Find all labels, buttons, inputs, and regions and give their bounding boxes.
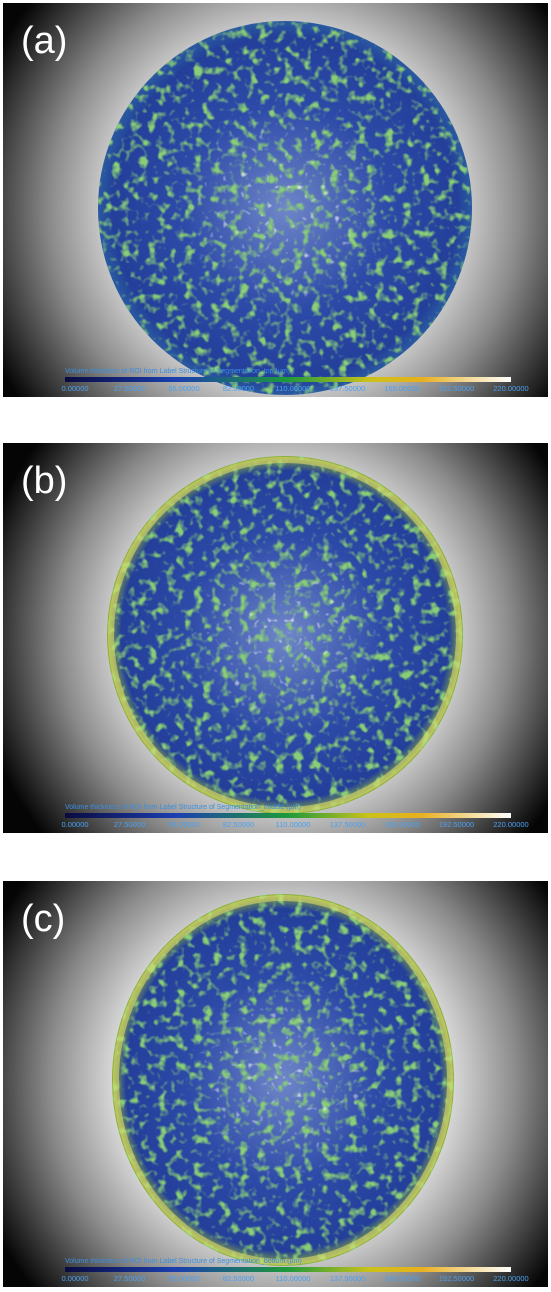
- colorbar-tick-label: 192.50000: [439, 820, 474, 829]
- thickness-highlights: [180, 968, 385, 1191]
- colorbar-tick-label: 0.00000: [61, 820, 88, 829]
- colorbar-tick-label: 220.00000: [493, 1274, 528, 1283]
- colorbar: [65, 813, 511, 818]
- panel: (c) Volume thickness of ROI from Label St…: [3, 881, 548, 1287]
- colorbar-tick-label: 82.50000: [223, 384, 254, 393]
- panel-label: (a): [21, 20, 67, 62]
- colorbar-tick-label: 220.00000: [493, 820, 528, 829]
- colorbar-tick-label: 27.50000: [114, 820, 145, 829]
- colorbar-tick-label: 0.00000: [61, 1274, 88, 1283]
- colorbar-title: Volume thickness of ROI from Label Struc…: [65, 1258, 302, 1265]
- colorbar-tick-label: 192.50000: [439, 384, 474, 393]
- colorbar-tick-label: 110.00000: [276, 1274, 311, 1283]
- colorbar: [65, 377, 511, 382]
- colorbar: [65, 1267, 511, 1272]
- colorbar-tick-label: 137.50000: [330, 1274, 365, 1283]
- colorbar-title: Volume thickness of ROI from Label Struc…: [65, 368, 290, 375]
- colorbar-tick-label: 165.00000: [384, 820, 419, 829]
- colorbar-tick-label: 55.00000: [168, 384, 199, 393]
- panel: (b) Volume thickness of ROI from Label St…: [3, 443, 548, 833]
- colorbar-tick-label: 137.50000: [330, 384, 365, 393]
- colorbar-tick-label: 82.50000: [223, 820, 254, 829]
- thickness-highlights: [173, 96, 397, 320]
- colorbar-tick-label: 55.00000: [168, 1274, 199, 1283]
- page: (a) Volume thickness of ROI from Label St…: [0, 0, 551, 1292]
- thickness-highlights: [178, 528, 392, 743]
- colorbar-tick-label: 165.00000: [384, 384, 419, 393]
- panel: (a) Volume thickness of ROI from Label St…: [3, 3, 548, 397]
- colorbar-tick-label: 0.00000: [61, 384, 88, 393]
- colorbar-tick-label: 110.00000: [276, 820, 311, 829]
- colorbar-tick-label: 110.00000: [276, 384, 311, 393]
- panel-label: (b): [21, 460, 67, 502]
- colorbar-tick-label: 55.00000: [168, 820, 199, 829]
- colorbar-tick-label: 165.00000: [384, 1274, 419, 1283]
- colorbar-tick-label: 220.00000: [493, 384, 528, 393]
- colorbar-title: Volume thickness of ROI from Label Struc…: [65, 804, 301, 811]
- colorbar-tick-label: 27.50000: [114, 384, 145, 393]
- colorbar-tick-label: 82.50000: [223, 1274, 254, 1283]
- panel-label: (c): [21, 898, 65, 940]
- colorbar-tick-label: 192.50000: [439, 1274, 474, 1283]
- colorbar-tick-label: 137.50000: [330, 820, 365, 829]
- colorbar-tick-label: 27.50000: [114, 1274, 145, 1283]
